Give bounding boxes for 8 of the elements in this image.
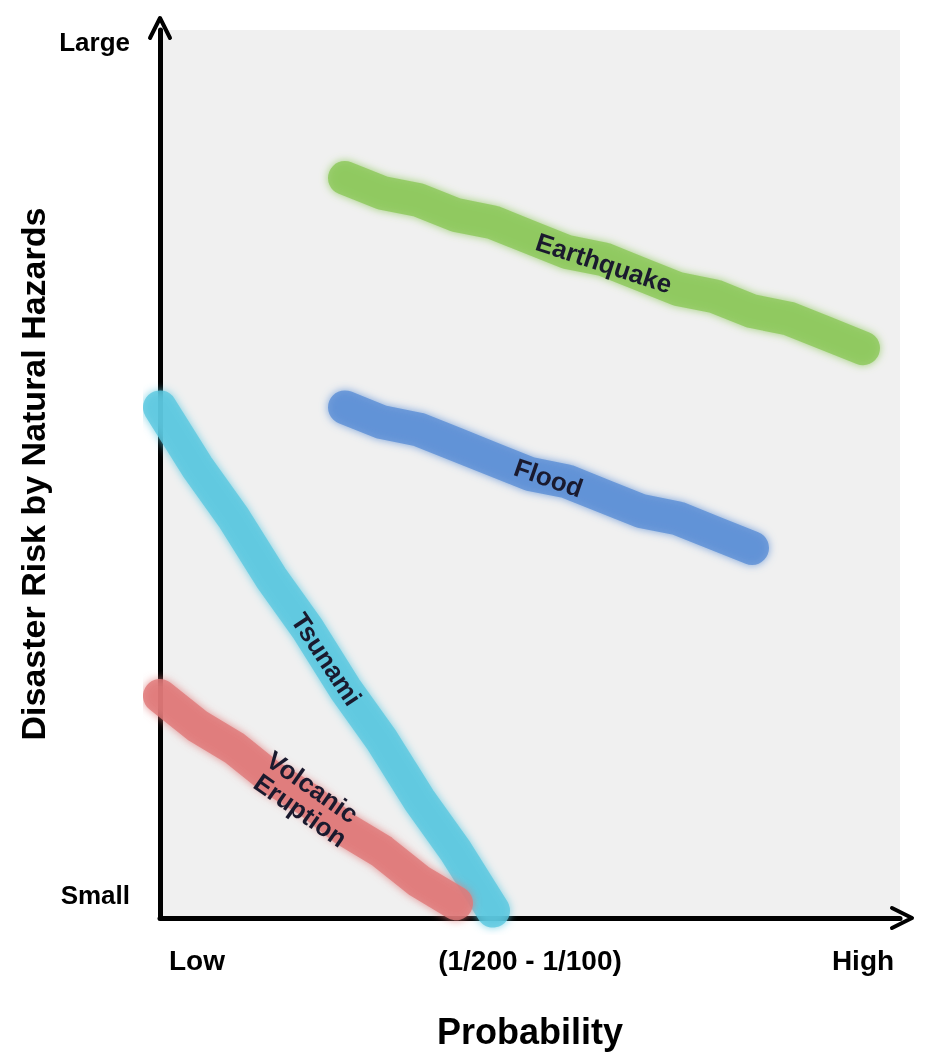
y-axis-title: Disaster Risk by Natural Hazards xyxy=(14,207,52,741)
x-tick-label: Low xyxy=(169,944,226,976)
text: Flood xyxy=(510,451,587,504)
x-tick-label: High xyxy=(831,944,895,976)
text: Small xyxy=(60,880,130,910)
x-tick-label: (1/200 - 1/100) xyxy=(438,944,622,976)
x-axis-title: Probability xyxy=(436,1010,624,1052)
text: Large xyxy=(59,27,130,57)
